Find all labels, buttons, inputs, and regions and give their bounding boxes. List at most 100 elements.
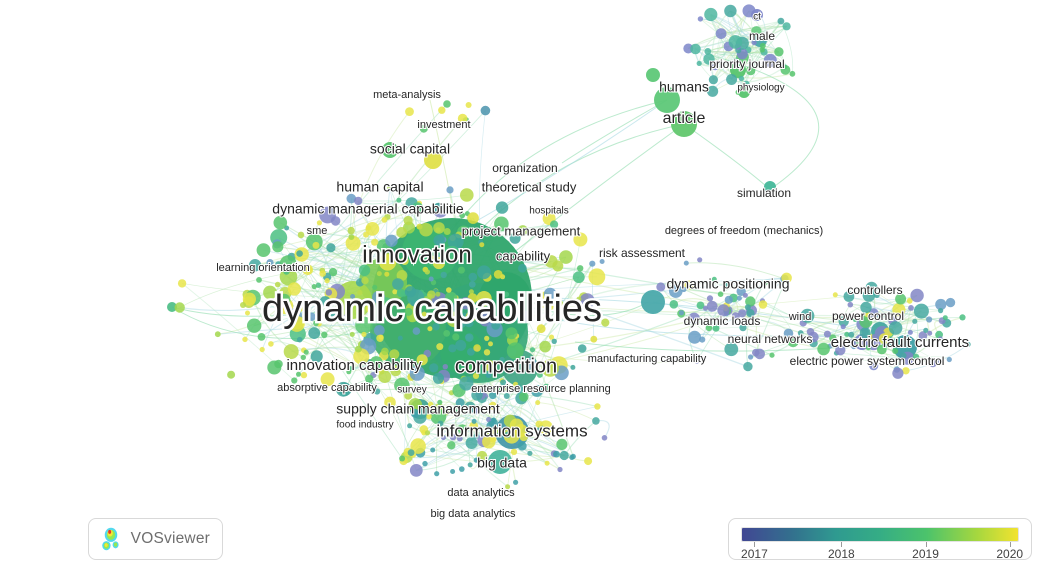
network-node[interactable]	[319, 270, 327, 277]
network-node[interactable]	[455, 398, 465, 408]
network-node[interactable]	[438, 106, 446, 114]
network-node[interactable]	[646, 68, 660, 82]
keyword-label[interactable]: simulation	[736, 185, 792, 201]
network-node[interactable]	[424, 151, 442, 169]
network-node[interactable]	[577, 344, 587, 353]
network-node[interactable]	[437, 420, 444, 427]
network-node[interactable]	[457, 266, 465, 274]
network-node[interactable]	[535, 420, 543, 428]
keyword-label[interactable]: electric power system control	[789, 353, 946, 369]
network-node[interactable]	[372, 307, 380, 314]
network-node[interactable]	[471, 418, 477, 424]
network-node[interactable]	[227, 370, 236, 379]
network-node[interactable]	[483, 360, 496, 372]
network-node[interactable]	[945, 297, 956, 308]
network-node[interactable]	[902, 367, 910, 375]
network-node[interactable]	[469, 421, 479, 431]
network-node[interactable]	[448, 344, 457, 353]
network-node[interactable]	[321, 331, 328, 338]
keyword-label[interactable]: manufacturing capability	[587, 352, 708, 366]
network-node[interactable]	[464, 318, 474, 328]
network-node[interactable]	[724, 342, 739, 357]
network-node[interactable]	[343, 313, 350, 319]
network-node[interactable]	[396, 197, 402, 203]
network-node[interactable]	[283, 344, 299, 360]
network-node[interactable]	[274, 281, 281, 288]
network-node[interactable]	[923, 327, 929, 333]
network-node[interactable]	[355, 316, 373, 334]
network-node[interactable]	[214, 331, 221, 338]
network-node[interactable]	[488, 450, 512, 474]
keyword-label[interactable]: degrees of freedom (mechanics)	[664, 224, 824, 238]
network-node[interactable]	[937, 336, 943, 342]
keyword-label[interactable]: learning orientation	[215, 261, 311, 275]
network-node[interactable]	[592, 417, 600, 425]
network-node[interactable]	[430, 408, 447, 425]
network-node[interactable]	[460, 188, 474, 202]
network-node[interactable]	[476, 291, 492, 307]
network-node[interactable]	[868, 308, 879, 319]
network-node[interactable]	[696, 301, 705, 310]
network-node[interactable]	[848, 331, 855, 338]
keyword-label[interactable]: sme	[306, 224, 329, 238]
network-node[interactable]	[913, 303, 929, 319]
network-node[interactable]	[724, 282, 731, 288]
network-node[interactable]	[514, 315, 520, 321]
network-node[interactable]	[296, 371, 301, 377]
network-node[interactable]	[509, 232, 521, 244]
network-node[interactable]	[555, 299, 563, 307]
network-node[interactable]	[556, 438, 568, 450]
network-node[interactable]	[384, 271, 390, 277]
network-node[interactable]	[506, 342, 524, 360]
network-node[interactable]	[346, 369, 352, 375]
network-node[interactable]	[938, 359, 944, 365]
network-node[interactable]	[738, 309, 747, 318]
network-node[interactable]	[895, 293, 907, 305]
network-node[interactable]	[443, 228, 451, 235]
network-node[interactable]	[762, 280, 768, 286]
network-node[interactable]	[789, 70, 796, 77]
network-node[interactable]	[505, 484, 511, 490]
network-node[interactable]	[306, 266, 312, 273]
network-node[interactable]	[503, 393, 510, 399]
network-node[interactable]	[764, 181, 776, 193]
network-node[interactable]	[378, 370, 392, 383]
network-node[interactable]	[354, 196, 363, 206]
network-node[interactable]	[448, 315, 456, 323]
network-node[interactable]	[503, 291, 510, 298]
network-node[interactable]	[758, 300, 768, 309]
network-node[interactable]	[308, 228, 314, 234]
network-node[interactable]	[516, 305, 524, 313]
keyword-label[interactable]: data analytics	[446, 486, 516, 500]
network-node[interactable]	[763, 53, 777, 68]
network-node[interactable]	[328, 309, 336, 318]
network-node[interactable]	[456, 435, 463, 442]
network-node[interactable]	[336, 381, 351, 397]
network-node[interactable]	[513, 479, 519, 485]
network-node[interactable]	[310, 350, 323, 363]
network-node[interactable]	[358, 264, 371, 276]
network-node[interactable]	[759, 47, 765, 53]
network-node[interactable]	[573, 232, 588, 247]
keyword-label[interactable]: article	[662, 109, 707, 128]
network-node[interactable]	[361, 331, 367, 337]
network-node[interactable]	[929, 359, 937, 368]
network-node[interactable]	[840, 324, 846, 330]
network-node[interactable]	[273, 215, 288, 230]
network-node[interactable]	[746, 309, 755, 318]
network-node[interactable]	[450, 469, 456, 474]
network-node[interactable]	[256, 277, 262, 283]
keyword-label[interactable]: hospitals	[528, 205, 569, 218]
network-node[interactable]	[468, 364, 476, 373]
keyword-label[interactable]: innovation	[361, 240, 473, 270]
network-node[interactable]	[891, 338, 902, 349]
network-node[interactable]	[365, 222, 380, 236]
network-node[interactable]	[446, 287, 452, 293]
network-node[interactable]	[738, 85, 748, 94]
network-node[interactable]	[744, 304, 751, 311]
keyword-label[interactable]: meta-analysis	[372, 88, 442, 102]
network-node[interactable]	[570, 364, 576, 370]
network-node[interactable]	[584, 457, 593, 466]
network-node[interactable]	[847, 301, 854, 308]
network-node[interactable]	[706, 300, 718, 312]
